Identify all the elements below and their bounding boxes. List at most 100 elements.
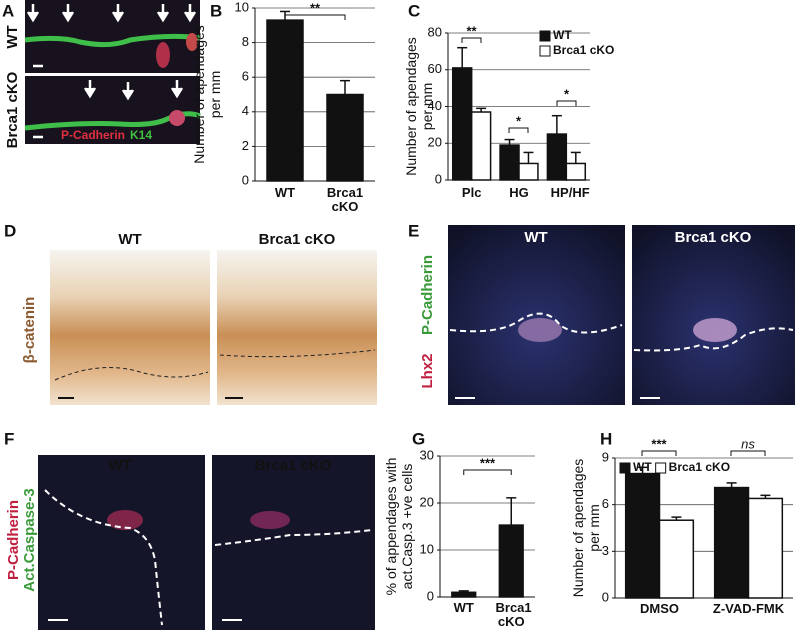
y-axis-label: % of appendages withact.Casp.3 +ve cells [383, 458, 415, 596]
panel-letter: C [408, 1, 420, 20]
stain-label: Act.Caspase-3 [21, 488, 38, 591]
x-tick-label-box: WT [453, 601, 474, 615]
x-tick-label: WT [453, 601, 474, 615]
x-tick-label-box: DMSO [640, 602, 679, 616]
legend-label: WT [553, 28, 572, 42]
panel-e-images [448, 225, 795, 405]
panel-letter: B [210, 1, 222, 20]
y-tick-label: 0 [427, 588, 434, 603]
annotation: *** [651, 436, 667, 451]
column-header: Brca1 cKO [675, 229, 752, 246]
y-tick-label: 10 [420, 541, 434, 556]
x-tick-label: Brca1 cKO [495, 601, 532, 629]
y-axis-label-line: per mm [207, 71, 223, 118]
x-tick-label-box: Brca1 cKO [326, 186, 364, 214]
y-axis-label-line: Number of apendages [191, 25, 207, 164]
stain-label: P-Cadherin [5, 500, 22, 580]
bracket [730, 450, 766, 456]
x-tick-label: Plc [461, 186, 482, 200]
column-header: Brca1 cKO [255, 457, 332, 474]
bar [518, 162, 539, 181]
y-axis-label-line: per mm [419, 83, 435, 130]
legend-swatch [539, 45, 551, 57]
y-axis-label-line: % of appendages with [383, 458, 399, 596]
y-axis-label: Number of apendagesper mm [570, 459, 602, 598]
y-tick-label: 9 [602, 449, 609, 464]
bar [451, 67, 473, 181]
bar [546, 133, 568, 181]
panel-letter: H [600, 429, 612, 448]
annotation: ** [466, 23, 477, 38]
stain-label: P-Cadherin [419, 255, 436, 335]
x-tick-label-box: Brca1 cKO [495, 601, 532, 629]
y-tick-label: 20 [420, 494, 434, 509]
annotation: ** [310, 0, 321, 15]
column-header: WT [108, 457, 131, 474]
bar [451, 591, 477, 598]
y-axis-label: Number of apendagesper mm [403, 37, 435, 176]
x-tick-label: DMSO [640, 602, 679, 616]
y-tick-label: 4 [242, 103, 249, 118]
legend-label: Brca1 cKO [669, 460, 730, 474]
x-tick-label-box: Plc [461, 186, 482, 200]
y-axis-label-line: Number of apendages [403, 37, 419, 176]
legend-swatch [539, 30, 551, 42]
x-tick-label-box: HP/HF [550, 186, 590, 200]
legend-swatch [619, 462, 631, 474]
legend-swatch [655, 462, 667, 474]
x-tick-label: HP/HF [550, 186, 590, 200]
annotation: *** [480, 455, 496, 470]
y-tick-label: 2 [242, 138, 249, 153]
legend-label: Brca1 cKO [553, 43, 614, 57]
bar [747, 497, 784, 599]
bar [266, 19, 304, 182]
bar [624, 472, 661, 599]
bracket [508, 127, 529, 133]
legend-label: WT [633, 460, 652, 474]
x-tick-label-box: Z-VAD-FMK [713, 602, 784, 616]
stain-label: Lhx2 [419, 353, 436, 388]
bracket [284, 14, 346, 20]
panel-f-images [38, 455, 375, 630]
bar [499, 144, 520, 181]
column-header: Brca1 cKO [259, 231, 336, 248]
y-tick-label: 30 [420, 447, 434, 462]
x-tick-label: WT [274, 186, 296, 200]
y-tick-label: 0 [242, 172, 249, 187]
y-tick-label: 80 [428, 24, 442, 39]
stain-label: P-Cadherin [61, 128, 125, 142]
y-tick-label: 10 [235, 0, 249, 14]
y-axis-label-line: per mm [586, 504, 602, 551]
stain-label: β-catenin [21, 297, 38, 364]
x-tick-label-box: WT [274, 186, 296, 200]
bar [326, 93, 364, 182]
y-tick-label: 0 [602, 589, 609, 604]
bracket [641, 450, 677, 456]
bar [565, 162, 587, 181]
bracket [556, 100, 577, 106]
bar [498, 524, 524, 598]
y-tick-label: 60 [428, 61, 442, 76]
bar [470, 111, 492, 181]
bracket [461, 37, 482, 43]
y-tick-label: 3 [602, 543, 609, 558]
y-axis-label: Number of apendagesper mm [191, 25, 223, 164]
column-header: WT [524, 229, 547, 246]
panel-letter: G [412, 429, 425, 448]
panel-letter: A [2, 1, 14, 20]
stain-label: K14 [130, 128, 152, 142]
y-tick-label: 20 [428, 135, 442, 150]
column-header: WT [118, 231, 141, 248]
x-tick-label: Brca1 cKO [326, 186, 364, 214]
annotation: * [516, 113, 522, 128]
row-label: Brca1 cKO [4, 71, 21, 148]
y-tick-label: 40 [428, 98, 442, 113]
panel-a-images [24, 0, 201, 144]
bar [713, 486, 750, 599]
y-tick-label: 8 [242, 34, 249, 49]
panel-letter: F [4, 429, 14, 448]
y-tick-label: 6 [242, 69, 249, 84]
panel-letter: E [408, 221, 419, 240]
panel-d-images [50, 250, 377, 405]
